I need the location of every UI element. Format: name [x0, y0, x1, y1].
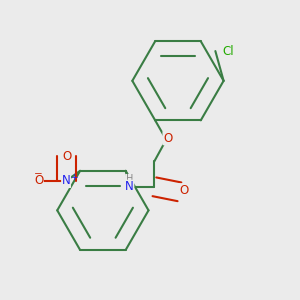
Text: O: O [163, 132, 172, 145]
Text: O: O [62, 150, 71, 163]
Text: N: N [125, 180, 134, 193]
Text: O: O [34, 174, 43, 188]
Text: H: H [126, 174, 133, 184]
Text: Cl: Cl [223, 45, 234, 58]
Text: O: O [179, 184, 188, 197]
Text: −: − [34, 169, 43, 178]
Text: N: N [62, 174, 70, 188]
Text: +: + [70, 173, 77, 182]
